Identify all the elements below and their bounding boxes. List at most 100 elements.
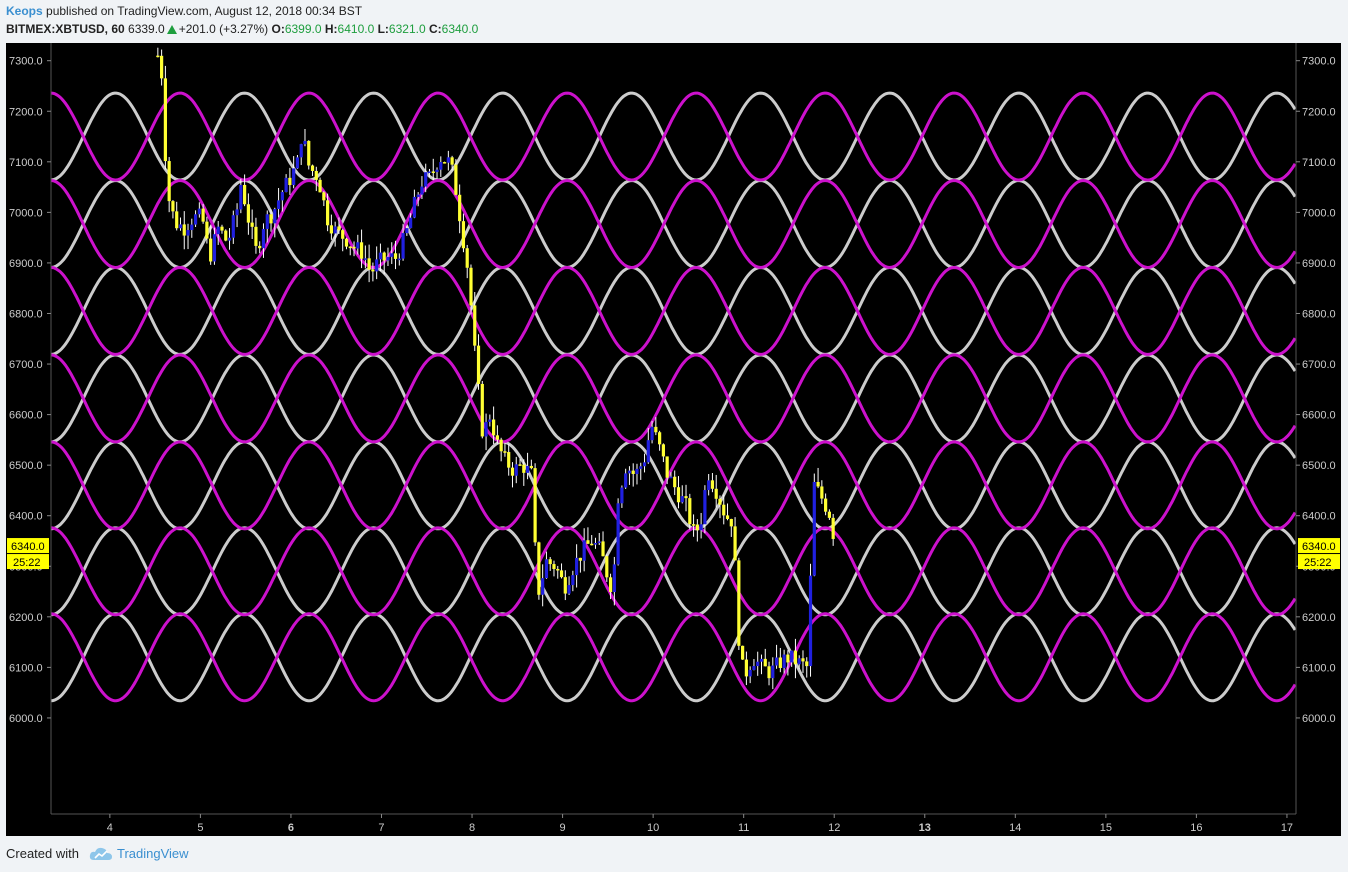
candle-up	[593, 542, 598, 545]
candle-down	[254, 226, 258, 246]
candle-down	[314, 170, 318, 180]
candle-down	[518, 464, 522, 466]
candle-down	[586, 540, 590, 544]
candle-up	[416, 194, 420, 197]
candle-down	[507, 452, 511, 468]
candle-down	[269, 214, 273, 224]
candle-down	[160, 55, 164, 79]
candle-up	[642, 462, 647, 467]
author-link[interactable]: Keops	[6, 4, 43, 18]
y-tick-label-right: 6700.0	[1302, 359, 1336, 371]
countdown-text-right: 25:22	[1304, 557, 1332, 569]
candle-up	[303, 140, 307, 145]
candle-down	[563, 577, 567, 594]
countdown-tag-left	[7, 554, 49, 570]
candle-down	[688, 498, 692, 525]
up-triangle-icon	[166, 25, 177, 34]
candle-up	[446, 157, 450, 163]
high-value: 6410.0	[337, 22, 375, 36]
candle-down	[556, 568, 560, 571]
tradingview-logo-icon	[89, 847, 112, 860]
candle-down	[288, 177, 292, 186]
candle-down	[578, 557, 582, 561]
x-tick-label: 5	[197, 822, 203, 834]
candle-up	[276, 200, 281, 210]
magenta-wave-1	[50, 526, 1297, 617]
tradingview-link[interactable]: TradingView	[116, 846, 189, 861]
candle-up	[299, 144, 303, 158]
candle-up	[514, 464, 518, 476]
candle-down	[393, 253, 398, 259]
candle-down	[243, 184, 247, 205]
candle-up	[650, 426, 654, 441]
y-tick-label-left: 6100.0	[9, 662, 43, 674]
magenta-wave-5	[50, 178, 1297, 270]
candle-up	[193, 214, 198, 225]
candle-down	[318, 179, 322, 193]
candle-down	[590, 543, 594, 546]
candle-up	[401, 233, 405, 259]
candle-down	[714, 488, 718, 499]
candle-up	[420, 186, 424, 195]
candle-down	[182, 224, 186, 236]
x-tick-label: 7	[378, 822, 384, 834]
candle-up	[790, 650, 794, 663]
y-tick-label-left: 6500.0	[9, 460, 43, 472]
y-tick-label-left: 7300.0	[9, 56, 43, 68]
candle-up	[680, 496, 684, 503]
candle-down	[537, 542, 541, 595]
x-tick-label: 15	[1100, 822, 1112, 834]
candle-down	[733, 526, 737, 561]
candle-up	[231, 215, 235, 238]
magenta-wave-4	[50, 265, 1297, 356]
candle-down	[495, 435, 499, 440]
candle-up	[582, 540, 586, 561]
y-tick-label-right: 6600.0	[1302, 410, 1336, 422]
white-wave-layer	[50, 91, 1297, 703]
candle-down	[450, 157, 454, 165]
candle-down	[382, 252, 386, 261]
y-tick-label-right: 6900.0	[1302, 258, 1336, 270]
magenta-wave-3	[50, 353, 1297, 444]
candle-down	[741, 645, 745, 660]
candle-down	[695, 524, 699, 531]
candle-up	[488, 419, 492, 422]
last-price: 6339.0	[128, 22, 165, 36]
high-label: H:	[324, 22, 338, 36]
candle-down	[737, 560, 741, 646]
candle-down	[661, 444, 665, 457]
published-text: published on TradingView.com, August 12,…	[46, 4, 363, 18]
candle-down	[492, 419, 496, 436]
candle-down	[552, 564, 556, 569]
open-label: O:	[271, 22, 285, 36]
candle-up	[639, 466, 643, 469]
last-price-text-right: 6340.0	[1302, 541, 1336, 553]
candle-down	[665, 456, 669, 478]
candle-up	[239, 184, 243, 210]
candle-up	[427, 171, 432, 173]
candle-up	[375, 259, 379, 272]
candle-up	[544, 559, 549, 579]
candle-down	[220, 226, 224, 231]
candle-up	[616, 503, 620, 565]
candle-up	[620, 487, 624, 504]
candle-down	[691, 524, 696, 526]
x-tick-label: 9	[560, 822, 566, 834]
candle-down	[718, 498, 722, 505]
candle-up	[782, 654, 786, 668]
candle-up	[186, 230, 190, 236]
price-chart[interactable]: 6000.06000.06100.06100.06200.06200.06300…	[0, 42, 1348, 838]
candle-up	[759, 658, 764, 662]
candle-up	[424, 172, 428, 187]
low-value: 6321.0	[388, 22, 426, 36]
candle-up	[363, 258, 367, 260]
candle-down	[224, 230, 228, 241]
candle-down	[458, 194, 462, 222]
footer: Created with TradingView	[6, 846, 189, 861]
candle-up	[703, 490, 707, 525]
candle-down	[767, 666, 771, 679]
candle-up	[797, 658, 801, 665]
candle-up	[756, 661, 760, 667]
candle-up	[439, 162, 443, 170]
candle-down	[778, 657, 782, 668]
